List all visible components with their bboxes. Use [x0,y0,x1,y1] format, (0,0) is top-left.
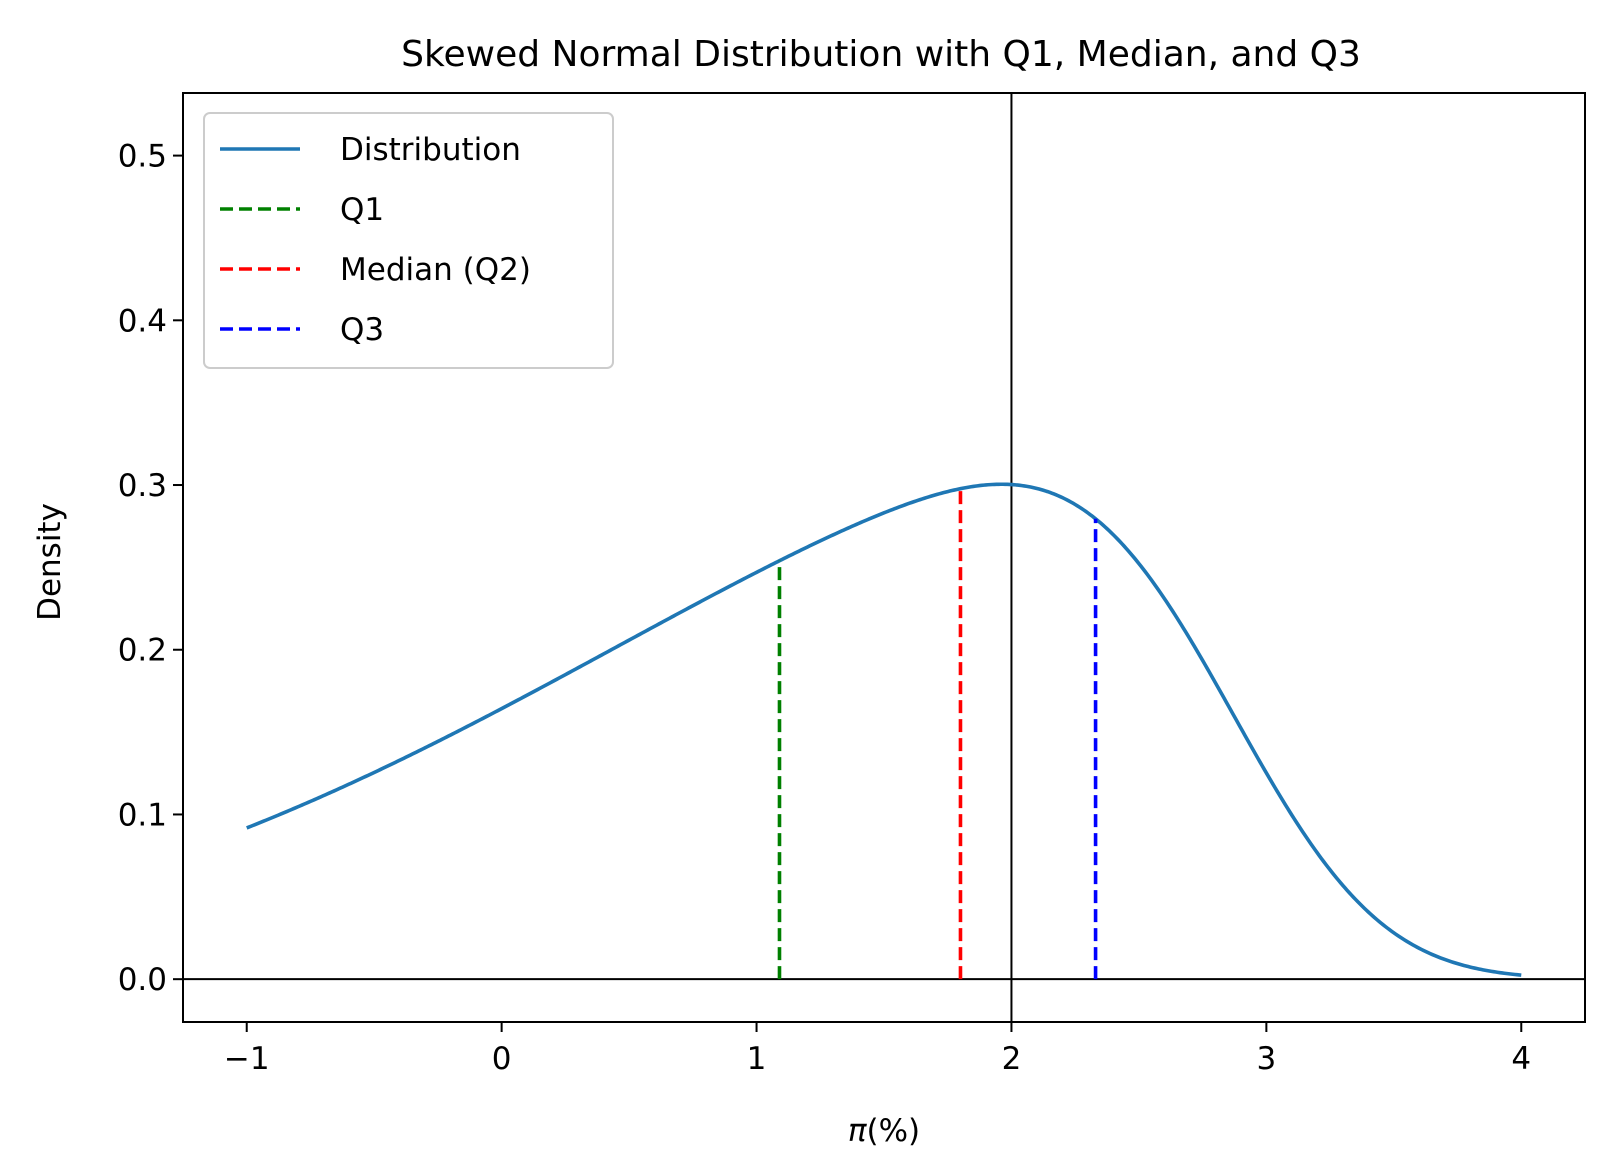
x-tick-label: 4 [1511,1041,1531,1077]
x-axis-label-unit: (%) [867,1113,921,1149]
x-axis-ticks: −1 0 1 2 3 4 [224,1022,1531,1077]
chart-title: Skewed Normal Distribution with Q1, Medi… [401,34,1361,75]
y-tick-label: 0.4 [118,303,167,339]
y-tick-label: 0.1 [118,797,167,833]
legend-label: Q3 [340,312,384,348]
y-tick-label: 0.5 [118,139,167,175]
x-tick-label: 3 [1256,1041,1276,1077]
y-tick-label: 0.3 [118,468,167,504]
x-tick-label: 2 [1002,1041,1022,1077]
x-tick-label: 1 [747,1041,767,1077]
x-axis-label: π(%) [848,1113,920,1149]
legend-label: Distribution [340,132,521,168]
y-axis-label: Density [32,503,68,621]
legend-label: Median (Q2) [340,252,531,288]
y-axis-ticks: 0.0 0.1 0.2 0.3 0.4 0.5 [118,139,183,998]
legend: Distribution Q1 Median (Q2) Q3 [203,112,614,369]
y-tick-label: 0.2 [118,633,167,669]
legend-box [203,112,614,369]
x-tick-label: −1 [224,1041,270,1077]
quartile-lines [777,488,1098,980]
distribution-curve [246,482,1522,977]
y-tick-label: 0.0 [118,962,167,998]
plot-area [183,93,1585,1022]
x-axis-label-symbol: π [848,1113,868,1149]
legend-label: Q1 [340,192,384,228]
plot-frame [182,92,1586,1023]
x-tick-label: 0 [492,1041,512,1077]
